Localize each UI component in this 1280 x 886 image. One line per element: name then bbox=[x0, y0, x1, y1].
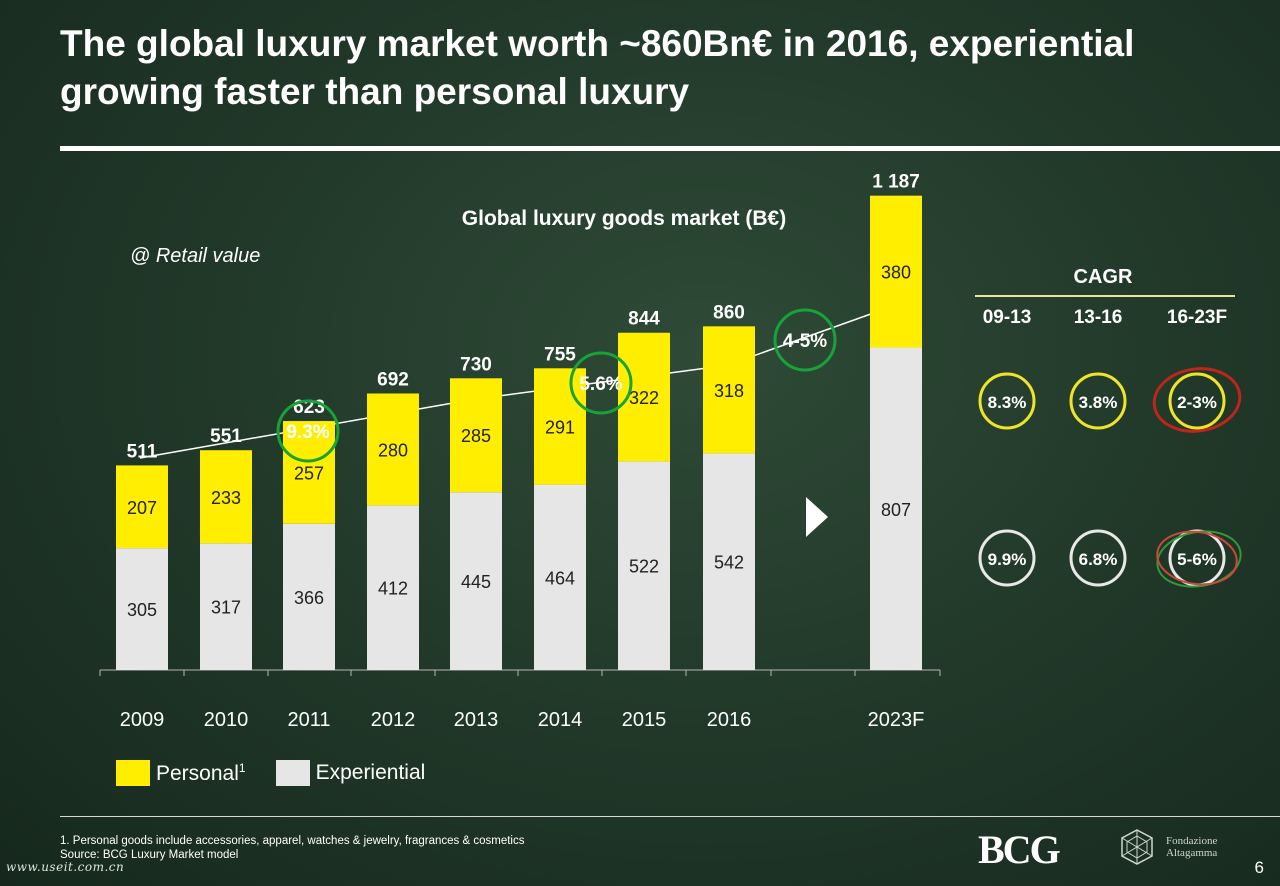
altagamma-emblem-icon bbox=[1121, 829, 1153, 865]
cagr-circle-experiential bbox=[1069, 529, 1127, 587]
footer-rule bbox=[60, 816, 1280, 817]
bar-personal bbox=[200, 450, 252, 544]
cagr-circle-personal bbox=[1069, 372, 1127, 430]
page-number: 6 bbox=[1254, 858, 1264, 877]
chart-subtitle: @ Retail value bbox=[130, 245, 260, 267]
footnote-line: 1. Personal goods include accessories, a… bbox=[60, 835, 525, 847]
data-label-personal: 207 bbox=[127, 498, 157, 518]
bar-experiential bbox=[367, 505, 419, 670]
watermark: www.useit.com.cn bbox=[6, 860, 125, 874]
data-label-personal: 257 bbox=[294, 463, 324, 483]
data-label-experiential: 522 bbox=[629, 557, 659, 577]
x-tick-label: 2015 bbox=[622, 709, 667, 731]
growth-circle bbox=[569, 351, 633, 415]
data-label-experiential: 445 bbox=[461, 572, 491, 592]
bar-experiential bbox=[618, 461, 670, 670]
cagr-highlight-ring-red-2 bbox=[1156, 530, 1238, 586]
altagamma-logo: Fondazione Altagamma bbox=[1118, 828, 1217, 866]
bar-personal bbox=[534, 368, 586, 485]
bar-experiential bbox=[116, 548, 168, 670]
data-label-personal: 280 bbox=[378, 440, 408, 460]
x-tick-label: 2010 bbox=[204, 709, 249, 731]
legend-label-personal: Personal1 bbox=[156, 760, 246, 785]
legend-label-experiential: Experiential bbox=[315, 761, 426, 784]
growth-circle bbox=[773, 308, 837, 372]
bar-personal bbox=[367, 393, 419, 506]
x-tick-label: 2012 bbox=[371, 709, 416, 731]
data-label-personal: 285 bbox=[461, 426, 491, 446]
data-label-total: 844 bbox=[628, 309, 660, 330]
cagr-experiential-value: 9.9% bbox=[988, 550, 1027, 569]
bar-experiential bbox=[534, 484, 586, 670]
bar-experiential bbox=[283, 523, 335, 670]
legend-swatch-experiential bbox=[275, 760, 310, 786]
growth-label: 4-5% bbox=[783, 331, 827, 352]
cagr-circle-personal bbox=[978, 372, 1036, 430]
bar-experiential bbox=[200, 543, 252, 670]
legend-item-personal: Personal1 bbox=[116, 760, 246, 786]
data-label-experiential: 464 bbox=[545, 568, 575, 588]
cagr-title: CAGR bbox=[1074, 266, 1133, 288]
title-rule bbox=[60, 146, 1280, 151]
cagr-personal-value: 2-3% bbox=[1177, 393, 1217, 412]
bar-personal bbox=[283, 421, 335, 524]
bar-experiential bbox=[703, 453, 755, 670]
data-label-experiential: 542 bbox=[714, 553, 744, 573]
cagr-circle-experiential bbox=[978, 529, 1036, 587]
data-label-total: 1 187 bbox=[872, 172, 920, 193]
source-line: Source: BCG Luxury Market model bbox=[60, 849, 239, 861]
bar-personal bbox=[870, 195, 922, 348]
data-label-total: 755 bbox=[544, 344, 576, 365]
altagamma-text: Fondazione Altagamma bbox=[1166, 835, 1218, 859]
cagr-personal-value: 3.8% bbox=[1079, 393, 1118, 412]
data-label-experiential: 317 bbox=[211, 598, 241, 618]
growth-label: 5.6% bbox=[579, 374, 622, 395]
x-tick-label: 2009 bbox=[120, 709, 165, 731]
cagr-experiential-value: 5-6% bbox=[1177, 550, 1217, 569]
data-label-total: 730 bbox=[460, 354, 492, 375]
data-label-experiential: 807 bbox=[881, 500, 911, 520]
forecast-arrow-icon bbox=[806, 497, 828, 537]
growth-label: 9.3% bbox=[286, 422, 329, 443]
legend-swatch-personal bbox=[116, 760, 150, 786]
data-label-experiential: 366 bbox=[294, 588, 324, 608]
x-tick-label: 2011 bbox=[287, 709, 330, 731]
x-tick-label: 2013 bbox=[454, 709, 499, 731]
data-label-experiential: 412 bbox=[378, 579, 408, 599]
bar-personal bbox=[703, 326, 755, 454]
bar-personal bbox=[450, 378, 502, 493]
footnote: 1. Personal goods include accessories, a… bbox=[60, 834, 524, 862]
cagr-experiential-value: 6.8% bbox=[1079, 550, 1118, 569]
data-label-personal: 380 bbox=[881, 263, 911, 283]
chart-title: Global luxury goods market (B€) bbox=[462, 207, 786, 230]
page-title: The global luxury market worth ~860Bn€ i… bbox=[60, 23, 1135, 112]
growth-circle bbox=[276, 399, 340, 463]
trend-line-2 bbox=[475, 365, 723, 400]
bar-personal bbox=[116, 465, 168, 549]
data-label-total: 511 bbox=[127, 441, 158, 462]
legend: Personal1 Experiential bbox=[116, 760, 455, 786]
bar-experiential bbox=[450, 492, 502, 670]
cagr-period-label: 13-16 bbox=[1074, 307, 1123, 328]
cagr-period-label: 16-23F bbox=[1167, 307, 1227, 328]
data-label-total: 860 bbox=[713, 302, 745, 323]
data-label-personal: 322 bbox=[629, 388, 659, 408]
data-label-total: 692 bbox=[377, 369, 409, 390]
data-label-total: 551 bbox=[210, 426, 242, 447]
x-tick-label: 2023F bbox=[868, 709, 925, 731]
legend-item-experiential: Experiential bbox=[275, 760, 426, 786]
cagr-circle-personal bbox=[1168, 372, 1226, 430]
bcg-logo: BCG bbox=[978, 827, 1061, 872]
data-label-personal: 291 bbox=[545, 417, 575, 437]
cagr-period-label: 09-13 bbox=[983, 307, 1032, 328]
data-label-experiential: 305 bbox=[127, 600, 157, 620]
x-tick-label: 2014 bbox=[538, 709, 583, 731]
cagr-highlight-ring-red bbox=[1152, 367, 1242, 433]
data-label-personal: 233 bbox=[211, 488, 241, 508]
data-label-personal: 318 bbox=[714, 381, 744, 401]
cagr-personal-value: 8.3% bbox=[988, 393, 1027, 412]
x-tick-label: 2016 bbox=[707, 709, 752, 731]
bar-experiential bbox=[870, 347, 922, 670]
